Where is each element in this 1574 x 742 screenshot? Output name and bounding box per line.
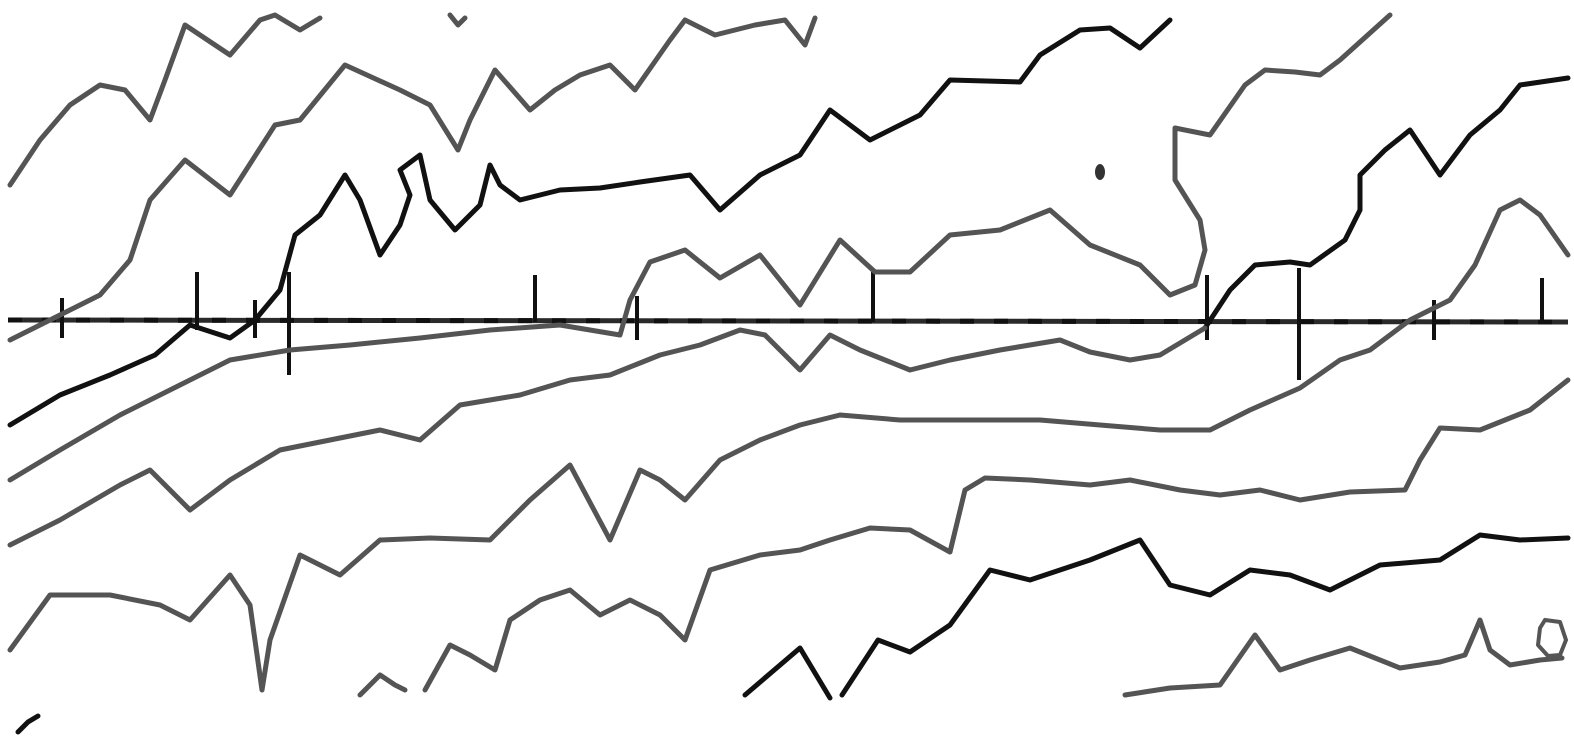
contour-line xyxy=(7,12,323,188)
reference-line xyxy=(7,268,1569,380)
contour-line xyxy=(447,12,468,28)
contour-line xyxy=(357,672,408,698)
contour-line xyxy=(1202,75,1571,331)
contour-line xyxy=(15,713,41,735)
contour-line xyxy=(7,17,1173,428)
contour-line xyxy=(7,15,818,343)
contour-line xyxy=(1536,618,1568,658)
baseline-dash xyxy=(7,317,1569,325)
contour-line xyxy=(422,377,1571,693)
contour-line xyxy=(7,12,1393,483)
contour-line xyxy=(839,532,1571,698)
contour-lines xyxy=(7,12,1571,735)
contour-line xyxy=(1122,617,1565,698)
contour-line xyxy=(7,197,1571,693)
contour-line xyxy=(7,325,1208,548)
contour-line xyxy=(742,645,833,701)
spot-marker xyxy=(1095,164,1105,180)
